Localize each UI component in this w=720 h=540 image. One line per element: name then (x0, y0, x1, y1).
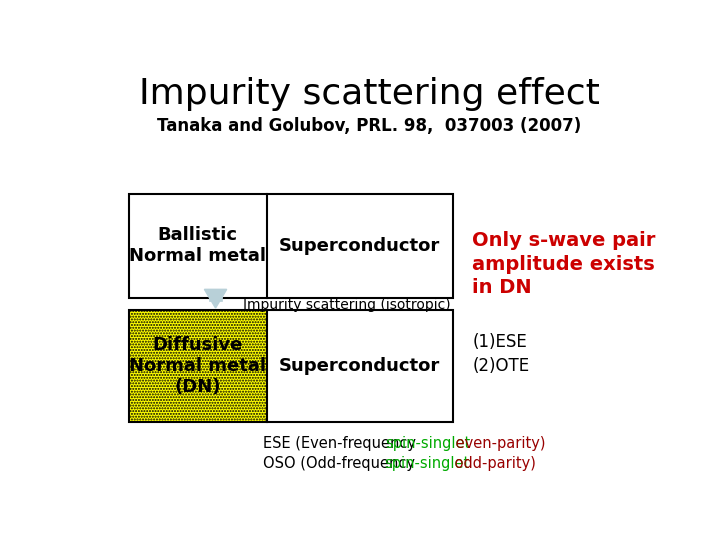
Text: odd-parity): odd-parity) (451, 456, 536, 471)
Text: spin-singlet: spin-singlet (385, 436, 470, 451)
Text: Tanaka and Golubov, PRL. 98,  037003 (2007): Tanaka and Golubov, PRL. 98, 037003 (200… (157, 117, 581, 135)
Bar (266, 310, 453, 422)
Text: spin-singlet: spin-singlet (384, 456, 469, 471)
Bar (129, 310, 453, 422)
Text: Ballistic
Normal metal: Ballistic Normal metal (130, 226, 266, 265)
Text: (1)ESE
(2)OTE: (1)ESE (2)OTE (472, 333, 529, 375)
Bar (129, 310, 266, 422)
Text: Impurity scattering effect: Impurity scattering effect (138, 77, 600, 111)
Text: Only s-wave pair
amplitude exists
in DN: Only s-wave pair amplitude exists in DN (472, 231, 656, 297)
Text: even-parity): even-parity) (451, 436, 546, 451)
Text: Impurity scattering (isotropic): Impurity scattering (isotropic) (243, 298, 451, 312)
Text: Superconductor: Superconductor (279, 357, 440, 375)
Polygon shape (204, 289, 227, 308)
Bar (210, 289, 222, 301)
Text: Diffusive
Normal metal
(DN): Diffusive Normal metal (DN) (130, 336, 266, 396)
Text: ESE (Even-frequency: ESE (Even-frequency (263, 436, 420, 451)
Text: Superconductor: Superconductor (279, 237, 440, 255)
Bar (129, 194, 453, 298)
Text: OSO (Odd-frequency: OSO (Odd-frequency (263, 456, 420, 471)
